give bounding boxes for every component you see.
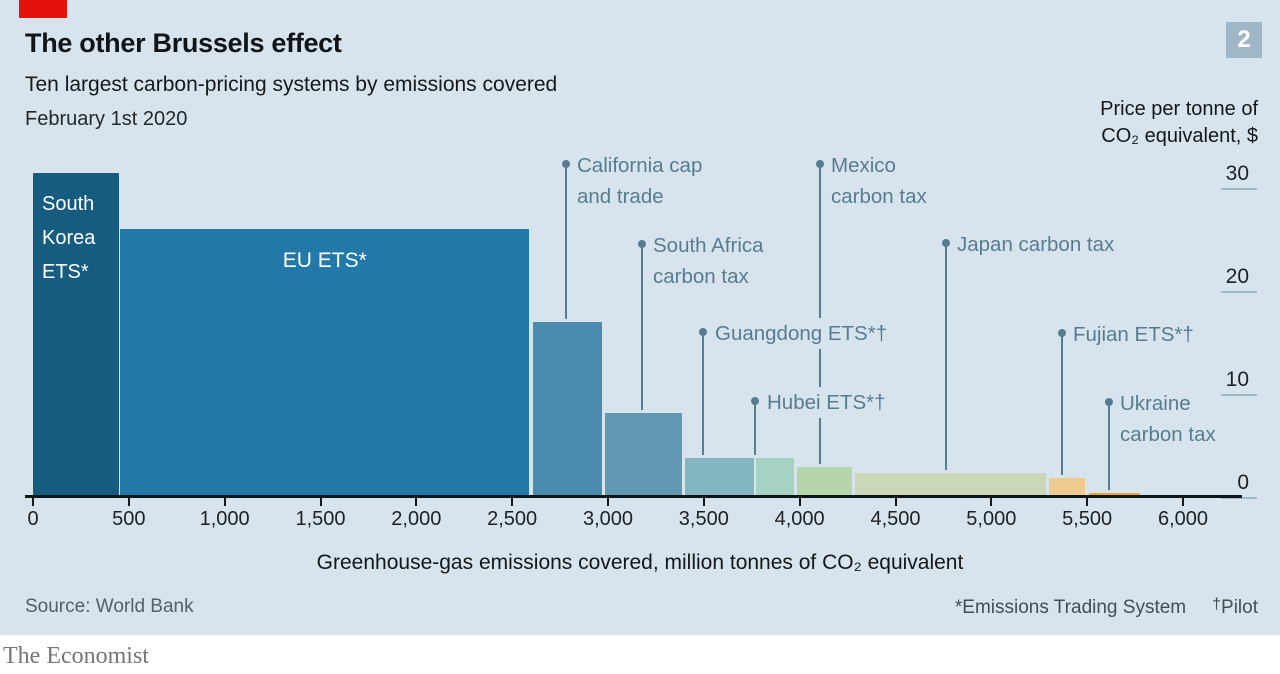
japan-callout-line (945, 246, 947, 471)
footer-band: The Economist (0, 635, 1280, 674)
y-tick-30: 30 (1193, 158, 1257, 190)
hubei-callout-line (754, 404, 756, 455)
y-axis-title-line1: Price per tonne of (1100, 98, 1258, 120)
guangdong-callout-label: Guangdong ETS*† (710, 318, 893, 349)
x-tick-label-500: 500 (112, 508, 146, 530)
eu-ets-bar (120, 229, 530, 497)
mexico-callout-label: Mexico carbon tax (831, 154, 927, 208)
south-africa-callout-line (641, 247, 643, 410)
x-tick-label-1000: 1,000 (199, 508, 250, 530)
x-tick-2000 (415, 497, 418, 506)
x-tick-5500 (1086, 497, 1089, 506)
y-axis-title: Price per tonne of CO₂ equivalent, $ (1100, 96, 1258, 150)
fujian-callout-label: Fujian ETS*† (1073, 323, 1194, 346)
hubei-callout-bullet (751, 397, 759, 405)
chart-title: The other Brussels effect (25, 28, 342, 58)
fujian-callout-bullet (1058, 329, 1066, 337)
chart-date: February 1st 2020 (25, 108, 188, 130)
publisher-logo: The Economist (3, 643, 149, 669)
mexico-callout-line (819, 167, 821, 465)
footnote-pilot: Pilot (1221, 597, 1258, 618)
guangdong-ets-bar (684, 457, 754, 497)
ukraine-carbon-tax-bar (1089, 492, 1140, 497)
x-tick-label-3000: 3,000 (582, 508, 634, 530)
south-korea-ets-bar (33, 172, 120, 497)
ukraine-callout-bullet (1105, 398, 1113, 406)
hubei-ets-bar (755, 457, 794, 497)
x-tick-2500 (511, 497, 514, 506)
fujian-ets-bar (1048, 478, 1086, 497)
mexico-callout-bullet (816, 160, 824, 168)
x-tick-3000 (607, 497, 609, 506)
hubei-callout-label: Hubei ETS*† (762, 387, 891, 418)
x-tick-label-5000: 5,000 (966, 508, 1017, 530)
x-axis-line (25, 495, 1242, 498)
footnotes: *Emissions Trading System †Pilot (955, 596, 1258, 619)
source-note: Source: World Bank (25, 596, 194, 617)
ukraine-callout-label: Ukraine carbon tax (1120, 392, 1216, 446)
x-tick-label-2500: 2,500 (487, 508, 538, 530)
figure-number-badge: 2 (1226, 22, 1262, 58)
y-tick-10: 10 (1193, 364, 1257, 396)
footnote-dagger: † (1212, 596, 1222, 613)
footnote-ets: *Emissions Trading System (954, 597, 1187, 618)
x-tick-4000 (798, 497, 801, 506)
eu-ets-bar-label: EU ETS* (282, 249, 367, 273)
california-callout-label: California cap and trade (577, 154, 703, 208)
fujian-callout-line (1061, 336, 1063, 476)
south-africa-carbon-tax-bar (605, 412, 682, 497)
x-tick-5000 (990, 497, 993, 506)
guangdong-callout-line (702, 335, 704, 455)
y-tick-20: 20 (1193, 261, 1257, 293)
x-axis-title: Greenhouse-gas emissions covered, millio… (316, 551, 964, 574)
x-tick-4500 (894, 497, 897, 506)
x-tick-500 (127, 497, 130, 506)
ukraine-callout-line (1108, 405, 1110, 490)
x-tick-label-0: 0 (27, 508, 39, 530)
x-tick-label-2000: 2,000 (391, 508, 442, 530)
guangdong-callout-bullet (699, 328, 707, 336)
economist-red-tab (19, 0, 67, 18)
y-tick-0: 0 (1193, 467, 1257, 499)
y-axis-title-line2: CO₂ equivalent, $ (1101, 125, 1258, 147)
x-tick-label-6000: 6,000 (1157, 508, 1209, 530)
japan-carbon-tax-bar (855, 473, 1046, 497)
x-tick-0 (32, 497, 34, 506)
x-tick-label-4000: 4,000 (774, 508, 825, 530)
south-africa-callout-bullet (638, 240, 646, 248)
california-callout-line (565, 167, 567, 319)
x-tick-label-4500: 4,500 (870, 508, 921, 530)
x-tick-1000 (223, 497, 226, 506)
chart-subtitle: Ten largest carbon-pricing systems by em… (25, 73, 558, 96)
x-tick-label-1500: 1,500 (295, 508, 346, 530)
x-tick-label-5500: 5,500 (1062, 508, 1113, 530)
japan-callout-label: Japan carbon tax (957, 233, 1115, 256)
south-korea-ets-bar-label: South Korea ETS* (42, 192, 96, 283)
japan-callout-bullet (942, 239, 950, 247)
south-africa-callout-label: South Africa carbon tax (653, 234, 764, 288)
california-callout-bullet (562, 160, 570, 168)
x-tick-6000 (1182, 497, 1184, 506)
x-tick-label-3500: 3,500 (678, 508, 729, 530)
california-cap-and-trade-bar (533, 321, 603, 497)
mexico-carbon-tax-bar (796, 467, 853, 497)
x-tick-3500 (702, 497, 705, 506)
x-tick-1500 (319, 497, 322, 506)
